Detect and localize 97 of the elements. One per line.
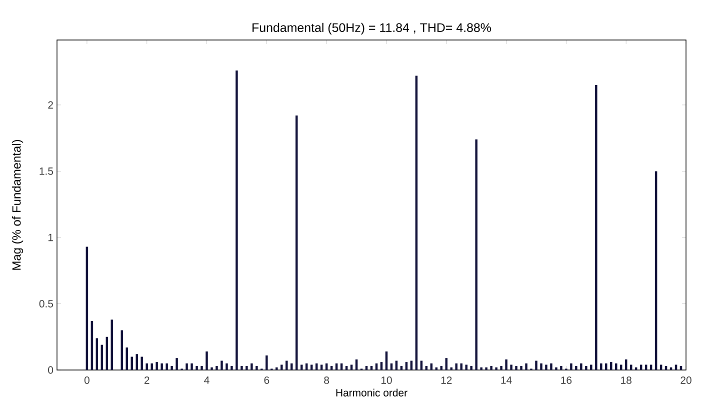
bar xyxy=(286,360,288,370)
bar xyxy=(405,362,408,370)
bar xyxy=(545,364,548,370)
x-tick-label: 2 xyxy=(144,376,150,384)
x-tick-label: 18 xyxy=(621,376,632,384)
bar xyxy=(500,366,502,370)
bar xyxy=(575,366,578,370)
bar xyxy=(540,363,542,370)
bar xyxy=(190,363,193,370)
bar xyxy=(475,139,478,370)
bar xyxy=(560,366,562,370)
bar xyxy=(595,85,598,370)
x-tick-label: 8 xyxy=(324,376,330,384)
bar xyxy=(146,363,148,370)
bar xyxy=(485,367,488,370)
bar xyxy=(380,362,383,370)
bar xyxy=(96,338,98,370)
bar xyxy=(520,366,522,370)
bar xyxy=(220,360,223,370)
bar xyxy=(620,364,622,370)
bar xyxy=(470,366,472,370)
y-tick-label: 0.5 xyxy=(39,300,54,308)
y-tick-label: 0 xyxy=(48,366,54,374)
bar xyxy=(216,366,218,370)
bar xyxy=(140,356,143,370)
x-tick-label: 0 xyxy=(84,376,90,384)
bar xyxy=(170,366,173,370)
bar xyxy=(120,330,124,370)
bar xyxy=(674,364,678,370)
y-axis-title: Mag (% of Fundamental) xyxy=(12,140,24,270)
bar xyxy=(200,366,203,370)
bar xyxy=(250,363,253,370)
bar xyxy=(570,363,572,370)
bar xyxy=(610,362,612,370)
bar xyxy=(186,363,188,370)
bar xyxy=(130,356,134,370)
x-tick-label: 10 xyxy=(381,376,392,384)
bar xyxy=(650,364,652,370)
bar xyxy=(276,367,278,370)
x-tick-label: 14 xyxy=(501,376,512,384)
bar xyxy=(515,366,518,370)
bar xyxy=(535,360,538,370)
bar xyxy=(455,363,458,370)
bar xyxy=(495,367,498,370)
bar xyxy=(465,364,468,370)
bar xyxy=(460,363,462,370)
y-tick-label: 1 xyxy=(48,234,53,242)
bar xyxy=(226,363,228,370)
bar xyxy=(160,363,163,370)
bar xyxy=(240,366,243,370)
bar xyxy=(230,366,233,370)
bar xyxy=(300,364,303,370)
bar xyxy=(525,363,528,370)
x-tick-label: 12 xyxy=(441,376,452,384)
bar xyxy=(660,364,662,370)
bar xyxy=(590,364,592,370)
y-tick-label: 2 xyxy=(48,101,53,109)
bar xyxy=(176,358,178,370)
x-tick-label: 20 xyxy=(680,376,692,384)
bar xyxy=(236,70,238,370)
x-tick-label: 4 xyxy=(204,376,210,384)
bar xyxy=(615,363,618,370)
chart-title: Fundamental (50Hz) = 11.84 , THD= 4.88% xyxy=(252,22,491,34)
bar xyxy=(196,366,198,370)
bar xyxy=(585,366,588,370)
bar xyxy=(350,364,353,370)
bar xyxy=(166,363,168,370)
bar xyxy=(555,367,558,370)
bar xyxy=(420,360,423,370)
bar xyxy=(310,364,313,370)
bar xyxy=(210,367,213,370)
bar xyxy=(510,364,512,370)
bar xyxy=(246,366,248,370)
bar xyxy=(490,366,492,370)
bar xyxy=(410,360,413,370)
bar xyxy=(156,362,158,370)
bar xyxy=(320,364,323,370)
x-tick-label: 16 xyxy=(561,376,572,384)
bar xyxy=(266,355,268,370)
bar xyxy=(550,363,552,370)
x-tick-label: 6 xyxy=(264,376,270,384)
bar xyxy=(640,364,642,370)
bar xyxy=(136,354,138,370)
bar xyxy=(505,359,508,370)
x-axis-title: Harmonic order xyxy=(336,388,408,396)
bar xyxy=(630,364,632,370)
bar xyxy=(256,366,258,370)
bar xyxy=(644,364,648,370)
bar xyxy=(580,363,582,370)
bar xyxy=(150,363,153,370)
bar xyxy=(206,351,208,370)
bar xyxy=(600,363,602,370)
bar xyxy=(445,358,448,370)
bar xyxy=(395,360,398,370)
bar xyxy=(480,367,482,370)
y-tick-label: 1.5 xyxy=(40,168,54,175)
bar xyxy=(280,364,283,370)
